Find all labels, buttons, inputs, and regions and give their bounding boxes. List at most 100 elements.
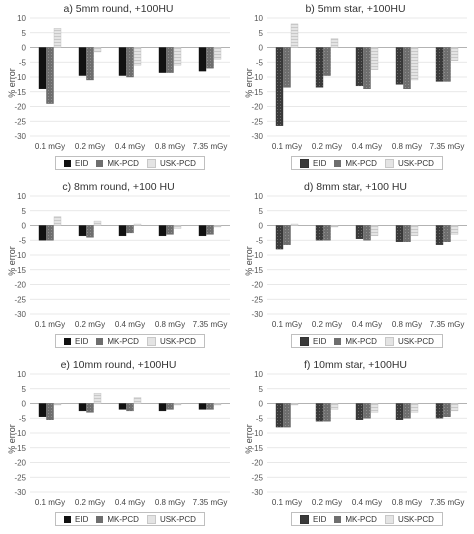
- bar-usk-pcd-7-35-mgy: [213, 47, 222, 60]
- y-tick-label: 5: [259, 29, 264, 38]
- x-tick-label: 7.35 mGy: [430, 320, 465, 329]
- legend-item-eid: EID: [300, 158, 326, 168]
- legend-swatch: [146, 514, 156, 524]
- bar-usk-pcd-0-8-mgy: [173, 47, 182, 66]
- bar-usk-pcd-0-1-mgy: [53, 403, 62, 406]
- y-tick-label: -15: [14, 88, 26, 97]
- bar-eid-0-4-mgy: [355, 225, 364, 239]
- y-tick-label: 0: [22, 400, 27, 409]
- y-tick-label: 10: [17, 14, 26, 23]
- y-tick-label: -20: [251, 459, 263, 468]
- legend-swatch: [146, 336, 156, 346]
- x-tick-label: 7.35 mGy: [193, 142, 228, 151]
- legend-label: USK-PCD: [397, 158, 434, 168]
- chart-panel-5: e) 10mm round, +100HU% error 10 5 0 -5 -10 -15…: [0, 356, 237, 534]
- y-tick-label: -20: [14, 459, 26, 468]
- legend-swatch: [96, 515, 104, 523]
- chart-svg: 10 5 0 -5 -10 -15 -20 -25 -30 0.1 mGy 0.2 mGy 0.4 m…: [14, 14, 230, 151]
- y-tick-label: -30: [14, 488, 26, 497]
- bar-usk-pcd-0-4-mgy: [370, 225, 379, 237]
- y-tick-label: -25: [14, 117, 26, 126]
- y-tick-label: 10: [17, 192, 26, 201]
- legend-item-usk-pcd: USK-PCD: [146, 514, 196, 524]
- y-tick-label: 5: [22, 385, 27, 394]
- bar-mk-pcd-7-35-mgy: [443, 47, 451, 82]
- y-tick-label: -15: [14, 266, 26, 275]
- legend-item-eid: EID: [300, 514, 326, 524]
- bar-eid-7-35-mgy: [198, 403, 207, 410]
- y-tick-label: -30: [251, 488, 263, 497]
- y-tick-label: 5: [259, 207, 264, 216]
- y-tick-label: -5: [19, 236, 27, 245]
- legend-swatch: [300, 336, 310, 346]
- y-tick-label: 10: [254, 14, 263, 23]
- chart-legend: EID MK-PCD USK-PCD: [291, 156, 443, 170]
- bar-mk-pcd-7-35-mgy: [206, 47, 214, 69]
- legend-label: USK-PCD: [159, 336, 196, 346]
- y-tick-label: -15: [14, 444, 26, 453]
- bar-eid-0-8-mgy: [158, 225, 167, 237]
- bar-usk-pcd-0-8-mgy: [173, 225, 182, 229]
- y-tick-label: -5: [19, 58, 27, 67]
- y-tick-label: -5: [256, 236, 264, 245]
- legend-label: MK-PCD: [345, 158, 377, 168]
- y-tick-label: 0: [259, 44, 264, 53]
- legend-swatch: [64, 159, 72, 167]
- bar-eid-7-35-mgy: [435, 403, 444, 419]
- chart-legend: EID MK-PCD USK-PCD: [55, 334, 205, 348]
- legend-swatch: [334, 515, 342, 523]
- y-tick-label: -20: [14, 281, 26, 290]
- y-tick-label: -25: [251, 473, 263, 482]
- legend-label: USK-PCD: [159, 158, 196, 168]
- bar-mk-pcd-0-2-mgy: [86, 47, 94, 81]
- bar-mk-pcd-0-8-mgy: [166, 47, 174, 73]
- legend-swatch: [96, 337, 104, 345]
- legend-item-eid: EID: [300, 336, 326, 346]
- chart-title: a) 5mm round, +100HU: [63, 3, 174, 15]
- bar-usk-pcd-7-35-mgy: [450, 403, 459, 412]
- bar-eid-0-2-mgy: [315, 47, 324, 88]
- legend-item-usk-pcd: USK-PCD: [384, 158, 434, 168]
- legend-item-mk-pcd: MK-PCD: [96, 159, 139, 168]
- x-tick-label: 0.4 mGy: [352, 142, 382, 151]
- bar-eid-0-4-mgy: [118, 47, 127, 76]
- legend-item-eid: EID: [64, 515, 88, 524]
- bar-mk-pcd-0-8-mgy: [403, 47, 411, 89]
- y-tick-label: 0: [259, 400, 264, 409]
- y-tick-label: 5: [22, 207, 27, 216]
- bar-eid-0-1-mgy: [38, 47, 47, 89]
- y-tick-label: 0: [22, 222, 27, 231]
- legend-swatch: [334, 159, 342, 167]
- chart-svg: 10 5 0 -5 -10 -15 -20 -25 -30 0.1 mGy 0.2 mGy 0.4 m…: [251, 192, 467, 329]
- x-tick-label: 0.4 mGy: [115, 142, 145, 151]
- bar-mk-pcd-0-8-mgy: [403, 403, 411, 419]
- legend-label: USK-PCD: [159, 514, 196, 524]
- bar-eid-0-1-mgy: [275, 47, 284, 126]
- bar-mk-pcd-0-8-mgy: [166, 225, 174, 235]
- legend-label: MK-PCD: [345, 336, 377, 346]
- y-tick-label: -25: [251, 117, 263, 126]
- bar-eid-0-8-mgy: [158, 47, 167, 73]
- y-tick-label: -20: [14, 103, 26, 112]
- x-tick-label: 0.2 mGy: [312, 142, 342, 151]
- bar-mk-pcd-0-1-mgy: [46, 403, 54, 420]
- y-tick-label: -15: [251, 88, 263, 97]
- bar-eid-7-35-mgy: [198, 47, 207, 72]
- legend-label: EID: [75, 158, 89, 168]
- bar-usk-pcd-0-1-mgy: [53, 216, 62, 226]
- chart-legend: EID MK-PCD USK-PCD: [55, 512, 205, 526]
- bar-mk-pcd-7-35-mgy: [443, 403, 451, 417]
- x-tick-label: 0.2 mGy: [75, 142, 105, 151]
- legend-label: USK-PCD: [397, 514, 434, 524]
- x-tick-label: 0.8 mGy: [155, 498, 185, 507]
- bar-mk-pcd-0-4-mgy: [363, 47, 371, 89]
- bar-eid-0-2-mgy: [315, 403, 324, 422]
- bar-usk-pcd-0-8-mgy: [410, 47, 419, 81]
- bar-usk-pcd-0-2-mgy: [330, 403, 339, 410]
- bar-mk-pcd-0-8-mgy: [403, 225, 411, 242]
- bar-eid-0-4-mgy: [355, 47, 364, 87]
- x-tick-label: 0.2 mGy: [75, 320, 105, 329]
- bar-mk-pcd-0-2-mgy: [323, 225, 331, 241]
- x-tick-label: 0.8 mGy: [155, 142, 185, 151]
- x-tick-label: 0.2 mGy: [75, 498, 105, 507]
